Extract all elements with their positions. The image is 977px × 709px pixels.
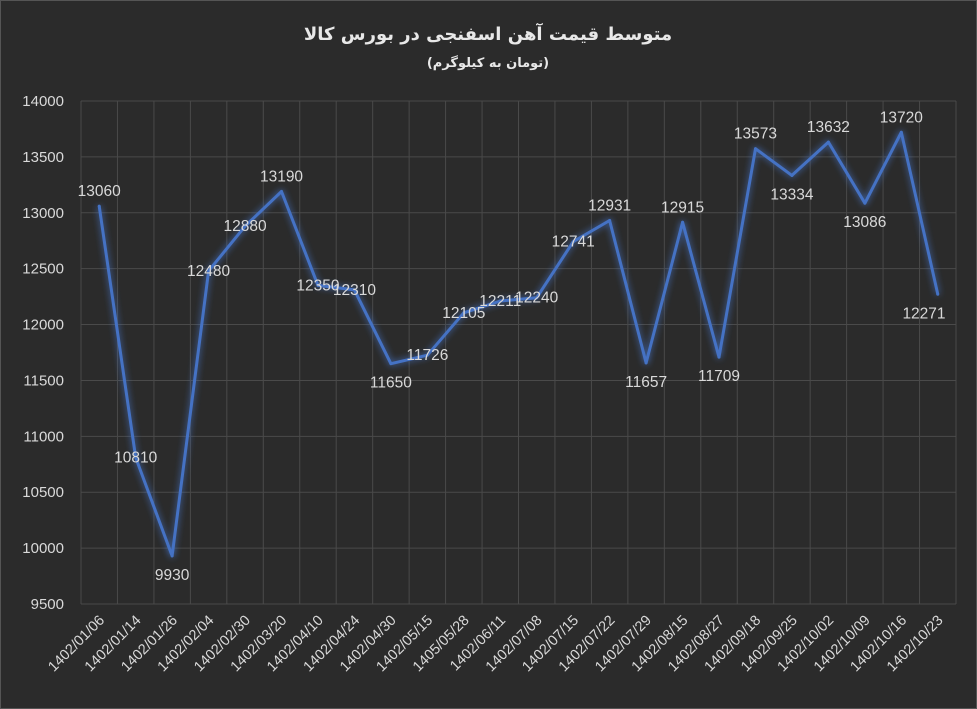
series-line-group	[97, 130, 940, 558]
series-line	[97, 130, 940, 558]
data-point	[790, 173, 794, 177]
data-point	[280, 190, 284, 194]
data-label: 11726	[406, 347, 448, 364]
y-tick-label: 14000	[22, 93, 64, 110]
data-point	[316, 283, 320, 287]
data-label: 10810	[114, 450, 157, 467]
data-point	[498, 299, 502, 303]
data-label: 9930	[155, 567, 190, 584]
y-tick-label: 13000	[22, 205, 64, 222]
data-label: 12915	[661, 199, 704, 216]
data-point	[207, 269, 211, 273]
data-label: 11709	[698, 368, 740, 385]
data-label: 13334	[770, 186, 813, 203]
data-label: 12931	[588, 197, 631, 214]
data-label: 12350	[296, 277, 339, 294]
data-point	[753, 147, 757, 151]
data-point	[462, 311, 466, 315]
y-tick-label: 12000	[22, 317, 64, 334]
data-label: 11650	[370, 375, 412, 392]
data-label: 13632	[807, 119, 850, 136]
data-label: 13720	[880, 109, 923, 126]
data-point	[352, 288, 356, 292]
data-label: 12880	[224, 218, 267, 235]
data-point	[608, 218, 612, 222]
y-tick-label: 12500	[22, 261, 64, 278]
data-label: 13060	[78, 183, 121, 200]
data-label: 12480	[187, 263, 230, 280]
data-point	[134, 456, 138, 460]
data-label: 12271	[902, 305, 945, 322]
data-point	[535, 296, 539, 300]
y-tick-label: 10500	[22, 484, 64, 501]
y-tick-label: 9500	[31, 596, 64, 613]
y-tick-label: 13500	[22, 149, 64, 166]
data-label: 12211	[479, 293, 521, 310]
y-axis-ticks: 9500 10000 10500 11000 11500 12000 12500 13000 1…	[22, 93, 64, 613]
chart-subtitle: (تومان به کیلوگرم)	[427, 55, 549, 71]
data-point	[170, 554, 174, 558]
data-point	[97, 204, 101, 208]
data-point	[717, 355, 721, 359]
data-point	[389, 362, 393, 366]
data-label: 11657	[625, 374, 667, 391]
data-label: 12310	[333, 282, 376, 299]
data-label: 13086	[843, 214, 886, 231]
data-point	[644, 361, 648, 365]
data-label: 12741	[552, 234, 595, 251]
data-point	[899, 130, 903, 134]
data-point	[681, 220, 685, 224]
data-point	[425, 353, 429, 357]
y-tick-label: 11000	[23, 428, 64, 445]
data-label: 13573	[734, 126, 777, 143]
data-point	[863, 201, 867, 205]
data-point	[571, 240, 575, 244]
data-point	[936, 292, 940, 296]
y-tick-label: 10000	[22, 540, 64, 557]
y-tick-label: 11500	[23, 372, 64, 389]
data-label: 12105	[442, 305, 485, 322]
chart-title: متوسط قیمت آهن اسفنجی در بورس کالا	[304, 22, 672, 45]
data-label: 13190	[260, 169, 303, 186]
x-axis-ticks: 1402/01/061402/01/141402/01/261402/02/04…	[45, 613, 946, 676]
data-point	[243, 224, 247, 228]
data-point	[826, 140, 830, 144]
data-label: 12240	[515, 290, 558, 307]
gridlines	[80, 100, 957, 605]
